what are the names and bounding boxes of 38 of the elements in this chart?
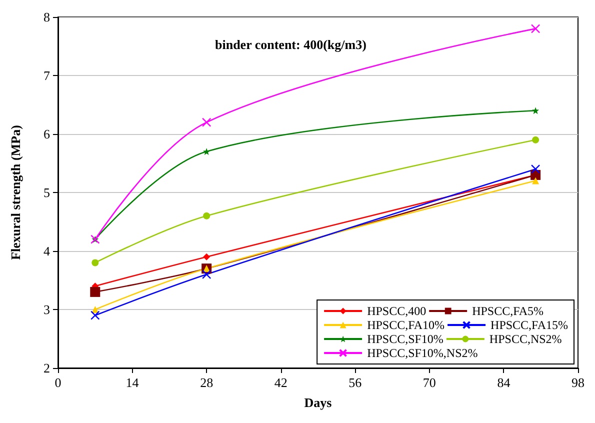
y-tick-label: 6 — [44, 126, 50, 142]
legend-label: HPSCC,SF10% — [367, 332, 444, 346]
legend-label: HPSCC,FA5% — [472, 304, 544, 318]
legend-label: HPSCC,FA10% — [367, 318, 445, 332]
x-tick-label: 28 — [200, 375, 214, 390]
x-tick-label: 0 — [54, 375, 62, 390]
y-tick-label: 4 — [44, 244, 50, 258]
x-tick-label: 56 — [348, 375, 362, 390]
y-axis-title: Flexural strength (MPa) — [8, 125, 23, 260]
point — [530, 24, 540, 34]
y-tick-label: 7 — [44, 68, 50, 83]
x-tick-label: 70 — [422, 375, 436, 390]
x-tick-label: 14 — [126, 375, 140, 390]
point — [92, 259, 99, 266]
legend-label: HPSCC,FA15% — [490, 318, 568, 332]
point — [90, 310, 100, 320]
point — [203, 253, 210, 260]
x-tick-label: 84 — [497, 375, 511, 390]
point — [203, 148, 210, 156]
point — [202, 118, 212, 127]
x-axis-title: Days — [304, 395, 332, 410]
x-tick-label: 98 — [572, 375, 584, 390]
point — [90, 286, 100, 297]
point — [202, 270, 212, 279]
point — [532, 136, 540, 144]
legend-label: HPSCC,SF10%,NS2% — [367, 346, 478, 360]
legend-label: HPSCC,NS2% — [489, 332, 562, 346]
point — [532, 107, 540, 114]
point — [530, 164, 540, 174]
y-tick-label: 3 — [44, 302, 50, 317]
legend-label: HPSCC,400 — [367, 304, 426, 318]
y-tick-label: 2 — [44, 360, 50, 376]
point — [203, 212, 210, 220]
y-tick-label: 5 — [44, 185, 50, 200]
y-tick-label: 8 — [44, 10, 50, 24]
x-tick-label: 42 — [274, 375, 288, 390]
point — [532, 177, 540, 184]
annotation: binder content: 400(kg/m3) — [215, 37, 366, 52]
